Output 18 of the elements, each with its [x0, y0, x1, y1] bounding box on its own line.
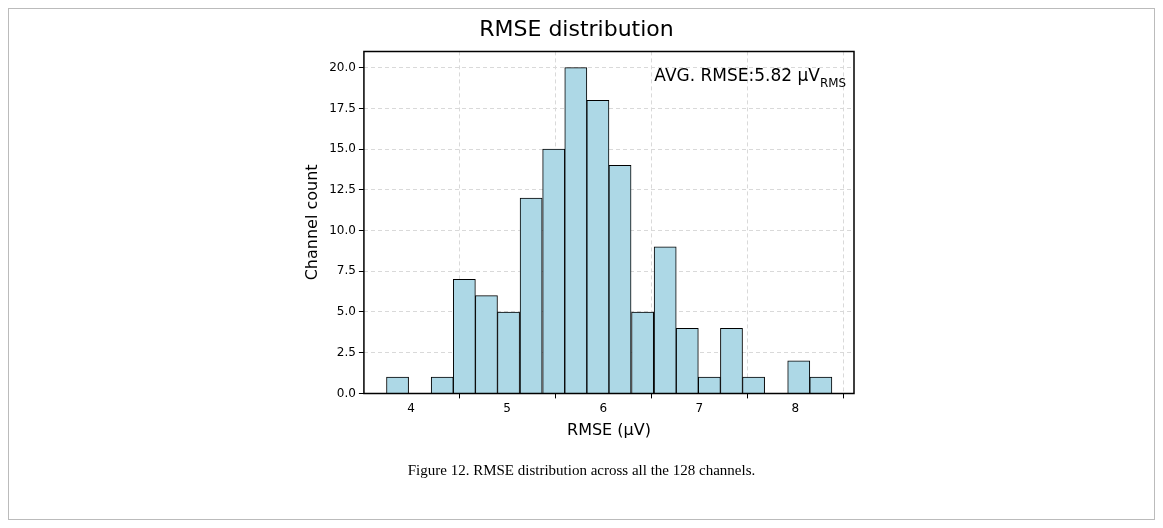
- y-tick-label: 15.0: [329, 141, 356, 156]
- y-axis-title: Channel count: [301, 164, 321, 281]
- y-tick-label: 12.5: [329, 181, 356, 196]
- y-tick-label: 20.0: [329, 59, 356, 74]
- caption: Figure 12. RMSE distribution across all the 128 channels.: [406, 462, 757, 479]
- x-tick-label: 5: [503, 400, 511, 415]
- y-tick-label: 10.0: [329, 222, 356, 237]
- y-tick-label: 7.5: [336, 263, 356, 278]
- x-tick-label: 7: [695, 400, 704, 415]
- y-tick-label: 5.0: [336, 304, 356, 319]
- x-tick-label: 6: [599, 400, 608, 415]
- x-tick-label: 4: [407, 400, 415, 415]
- x-tick-label: 8: [791, 400, 800, 415]
- y-tick-label: 0.0: [336, 385, 356, 400]
- chart-title: RMSE distribution: [479, 15, 674, 41]
- x-axis-title: RMSE (μV): [567, 419, 651, 439]
- y-tick-label: 2.5: [336, 344, 356, 359]
- y-tick-label: 17.5: [329, 100, 356, 115]
